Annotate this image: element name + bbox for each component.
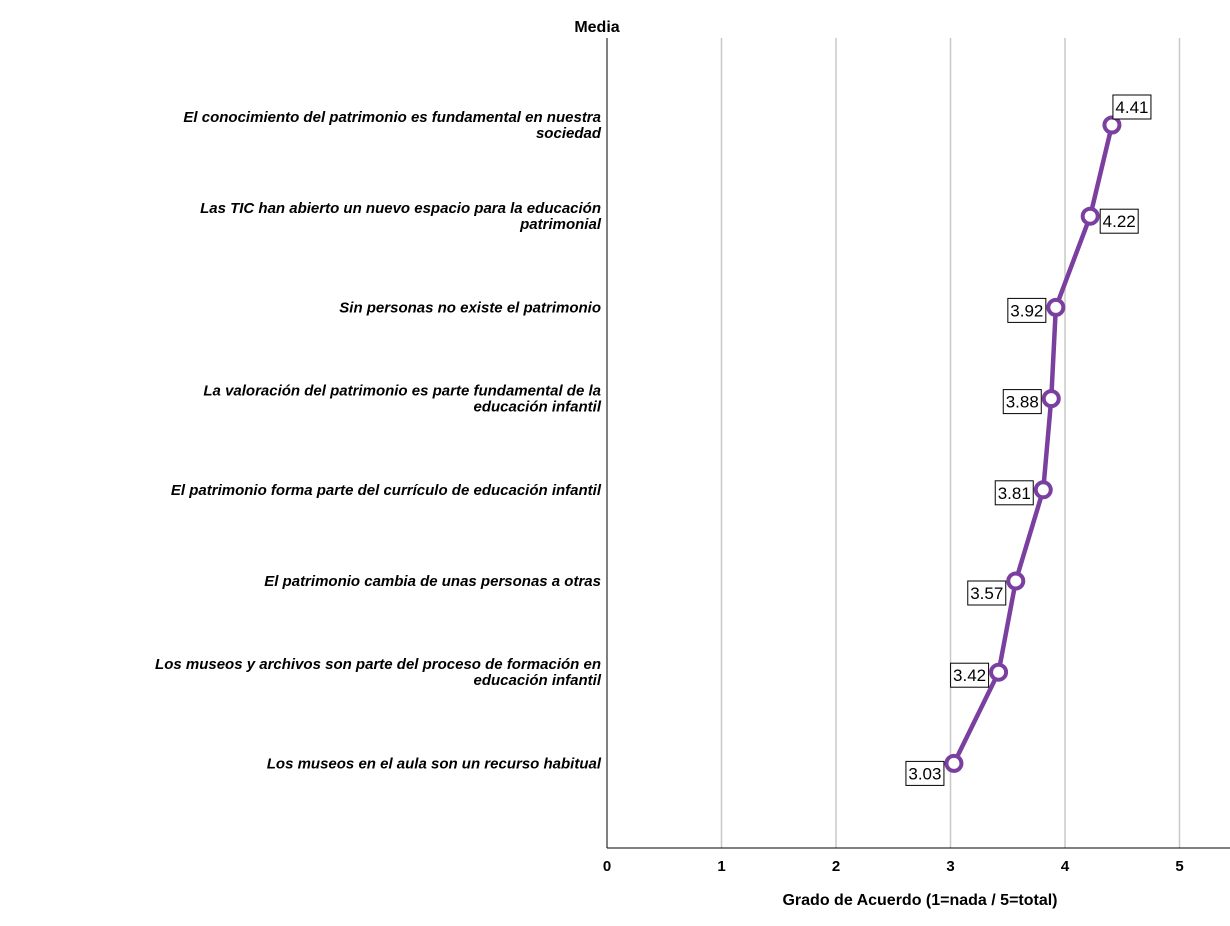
x-axis-title: Grado de Acuerdo (1=nada / 5=total) xyxy=(782,892,1057,909)
x-tick-label: 2 xyxy=(832,858,840,875)
data-label-box xyxy=(1002,389,1042,415)
category-label: Los museos en el aula son un recurso hab… xyxy=(267,755,602,772)
category-labels: El conocimiento del patrimonio es fundam… xyxy=(155,109,602,772)
data-point-marker xyxy=(1046,297,1066,317)
category-label: El patrimonio forma parte del currículo … xyxy=(171,482,602,499)
category-label: Sin personas no existe el patrimonio xyxy=(339,299,601,316)
category-label-line: Las TIC han abierto un nuevo espacio par… xyxy=(200,200,601,217)
category-label-line: La valoración del patrimonio es parte fu… xyxy=(203,383,601,400)
data-point-marker xyxy=(1041,389,1061,409)
category-label-line: Sin personas no existe el patrimonio xyxy=(339,299,601,316)
data-labels: 4.41 4.22 3.92 3.88 3.81 3.57 3.42 3.03 xyxy=(905,94,1152,786)
category-label: Las TIC han abierto un nuevo espacio par… xyxy=(200,200,602,233)
x-tick-label: 0 xyxy=(603,858,611,875)
series-line xyxy=(951,124,1115,765)
data-label-text: 3.57 xyxy=(970,584,1003,603)
data-label: 3.42 xyxy=(950,662,990,688)
data-point-marker xyxy=(989,662,1009,682)
y-axis-title: Media xyxy=(574,19,619,36)
category-label-line: sociedad xyxy=(536,125,602,142)
data-label-text: 3.42 xyxy=(953,666,986,685)
category-label: Los museos y archivos son parte del proc… xyxy=(155,656,602,689)
series-layer xyxy=(944,115,1122,773)
category-label-line: El patrimonio cambia de unas personas a … xyxy=(264,573,601,590)
data-label-box xyxy=(1112,94,1152,120)
data-label-text: 4.22 xyxy=(1103,212,1136,231)
category-label-line: El conocimiento del patrimonio es fundam… xyxy=(183,109,601,126)
x-tick-label: 5 xyxy=(1175,858,1183,875)
category-label-line: educación infantil xyxy=(473,672,601,689)
data-label-box xyxy=(994,480,1034,506)
data-point-marker xyxy=(1006,571,1026,591)
grid-layer xyxy=(720,38,1181,848)
data-label-box xyxy=(1099,208,1139,234)
data-label: 4.22 xyxy=(1099,208,1139,234)
data-label-text: 3.03 xyxy=(908,764,941,783)
data-label-text: 3.81 xyxy=(998,484,1031,503)
data-label: 3.03 xyxy=(905,760,945,786)
data-label-text: 3.88 xyxy=(1006,393,1039,412)
data-label-text: 3.92 xyxy=(1010,301,1043,320)
category-label-line: Los museos en el aula son un recurso hab… xyxy=(267,755,602,772)
category-label-line: educación infantil xyxy=(473,399,601,416)
data-label: 3.88 xyxy=(1002,389,1042,415)
data-label-box xyxy=(1007,297,1047,323)
category-label-line: El patrimonio forma parte del currículo … xyxy=(171,482,602,499)
data-point-marker xyxy=(944,753,964,773)
x-tick-label: 1 xyxy=(717,858,725,875)
data-label: 3.81 xyxy=(994,480,1034,506)
data-point-marker xyxy=(1102,115,1122,135)
x-tick-label: 4 xyxy=(1061,858,1070,875)
data-label-text: 4.41 xyxy=(1115,98,1148,117)
data-point-marker xyxy=(1080,206,1100,226)
category-label: La valoración del patrimonio es parte fu… xyxy=(203,383,601,416)
category-label: El conocimiento del patrimonio es fundam… xyxy=(183,109,601,142)
axis-layer: 0 1 2 3 4 5 xyxy=(603,38,1230,875)
category-label-line: Los museos y archivos son parte del proc… xyxy=(155,656,601,673)
data-point-marker xyxy=(1033,480,1053,500)
category-label: El patrimonio cambia de unas personas a … xyxy=(264,573,601,590)
x-tick-label: 3 xyxy=(946,858,954,875)
category-label-line: patrimonial xyxy=(519,216,602,233)
data-label-box xyxy=(967,580,1007,606)
data-label: 4.41 xyxy=(1112,94,1152,120)
data-label: 3.92 xyxy=(1007,297,1047,323)
data-label-box xyxy=(905,760,945,786)
data-label: 3.57 xyxy=(967,580,1007,606)
data-label-box xyxy=(950,662,990,688)
